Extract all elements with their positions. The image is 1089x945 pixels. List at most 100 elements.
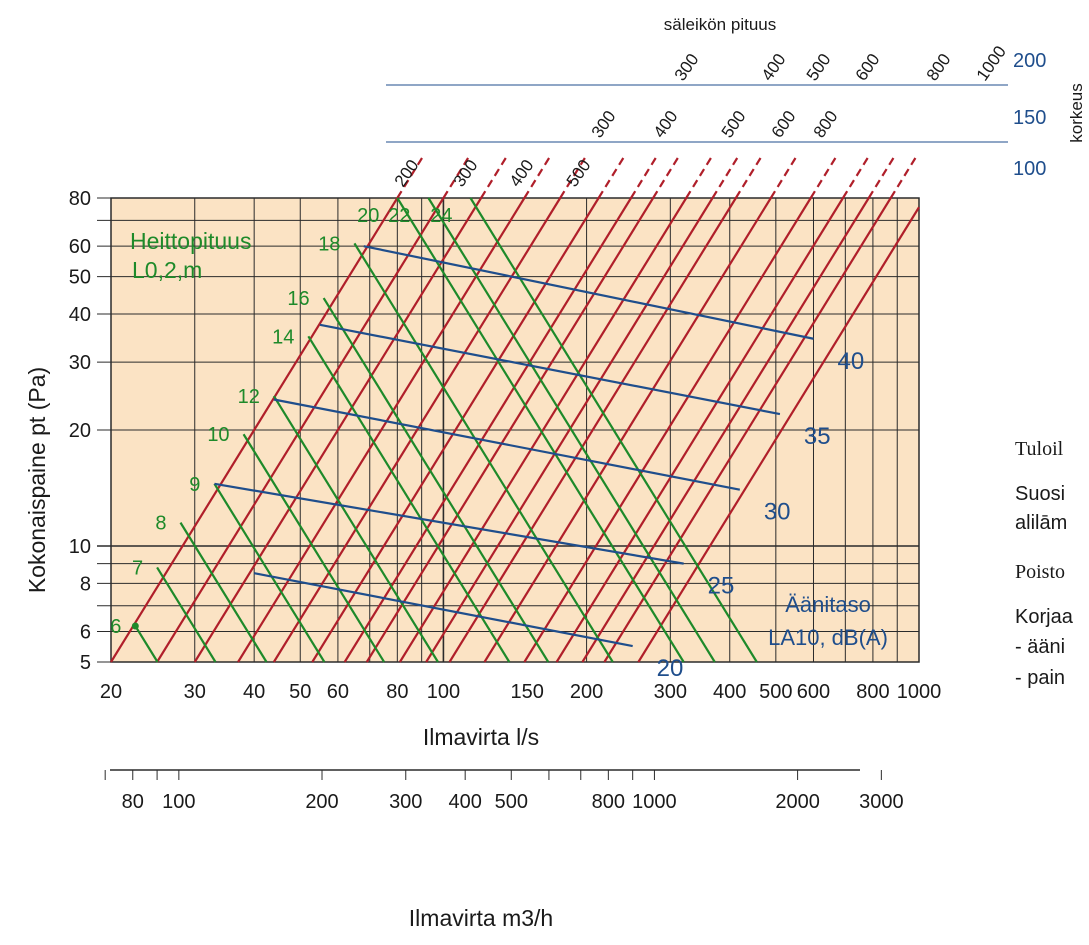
- duct-size-line: [110, 197, 399, 663]
- duct-size-extensions: [396, 154, 919, 199]
- duct-size-extension: [597, 154, 627, 199]
- throw-length-label: 22: [388, 205, 410, 227]
- throw-length-label: 9: [189, 474, 200, 496]
- throw-length-label: 14: [272, 326, 294, 348]
- y-tick-label: 30: [69, 352, 91, 374]
- duct-size-extension: [523, 154, 552, 199]
- y-tick-label: 6: [80, 621, 91, 643]
- throw-length-label: 18: [318, 233, 340, 255]
- x2-tick-label: 800: [592, 791, 625, 813]
- x2-tick-label: 1000: [632, 791, 677, 813]
- x-tick-label: 20: [100, 681, 122, 703]
- duct-size-extension: [559, 154, 588, 199]
- slat-length-label: 400: [758, 50, 790, 84]
- side-text-line-1: Tuloil: [1015, 438, 1064, 460]
- duct-size-line: [555, 197, 844, 663]
- throw-length-line: [396, 197, 685, 663]
- throw-length-line: [469, 197, 758, 663]
- duct-size-extension: [630, 154, 659, 199]
- grid: [97, 84, 1008, 780]
- throw-length-line: [307, 335, 511, 663]
- x2-tick-label: 500: [495, 791, 528, 813]
- sound-level-label: 35: [804, 423, 831, 450]
- duct-size-extension: [809, 154, 839, 199]
- duct-size-extension: [769, 154, 799, 199]
- height-title: korkeus: [1067, 83, 1086, 143]
- x-tick-label: 150: [510, 681, 543, 703]
- duct-size-extension: [685, 154, 714, 199]
- x-tick-label: 500: [759, 681, 792, 703]
- slat-length-label: 800: [923, 50, 955, 84]
- y-tick-label: 20: [69, 420, 91, 442]
- duct-size-line: [425, 197, 714, 663]
- throw-length-label: 16: [287, 288, 309, 310]
- throw-marker-dot: [131, 622, 139, 630]
- sound-level-lines: [214, 245, 814, 648]
- duct-size-extension: [442, 154, 471, 199]
- x2-tick-label: 400: [448, 791, 481, 813]
- throw-length-line: [134, 625, 159, 663]
- duct-size-extension: [480, 154, 509, 199]
- y-tick-label: 50: [69, 267, 91, 289]
- throw-length-label: 7: [132, 557, 143, 579]
- duct-size-line: [343, 197, 632, 663]
- slat-length-label: 800: [810, 107, 842, 141]
- x2-tick-label: 80: [122, 791, 144, 813]
- x-tick-label: 600: [797, 681, 830, 703]
- x2-tick-label: 3000: [859, 791, 904, 813]
- throw-length-label: 10: [207, 424, 229, 446]
- duct-size-line: [483, 197, 772, 663]
- height-label: 150: [1013, 107, 1046, 129]
- duct-size-line: [581, 197, 870, 663]
- duct-size-line: [193, 197, 483, 663]
- duct-size-line: [398, 197, 688, 663]
- x-tick-label: 800: [856, 681, 889, 703]
- y-tick-label: 5: [80, 652, 91, 674]
- duct-size-line: [365, 197, 655, 663]
- y-tick-label: 40: [69, 304, 91, 326]
- duct-size-extension: [734, 154, 764, 199]
- throw-length-line: [353, 242, 614, 663]
- sound-level-line: [363, 245, 814, 340]
- slat-length-label: 600: [768, 107, 800, 141]
- side-text-line-6: - ääni: [1015, 636, 1066, 658]
- throw-length-label: 12: [238, 386, 260, 408]
- throw-length-line: [322, 297, 550, 663]
- duct-size-extension: [652, 154, 681, 199]
- throw-length-line: [427, 197, 716, 663]
- duct-size-line: [637, 206, 920, 663]
- x-tick-label: 60: [327, 681, 349, 703]
- x-tick-label: 200: [570, 681, 603, 703]
- throw-length-line: [213, 483, 326, 663]
- sound-unit: LA10, dB(A): [768, 625, 888, 650]
- throw-length-label: 20: [357, 205, 379, 227]
- x-tick-label: 1000: [897, 681, 942, 703]
- slat-length-label: 300: [450, 156, 482, 190]
- x-tick-label: 100: [427, 681, 460, 703]
- throw-length-label: 24: [430, 205, 452, 227]
- y-tick-label: 10: [69, 536, 91, 558]
- throw-length-label: 6: [110, 616, 121, 638]
- duct-size-extension: [711, 154, 740, 199]
- sound-level-label: 30: [764, 499, 791, 526]
- side-text-line-3: alilām: [1015, 512, 1068, 534]
- sound-level-label: 40: [837, 348, 864, 375]
- sound-level-line: [253, 572, 633, 648]
- slat-length-label: 500: [803, 50, 835, 84]
- sound-level-label: 20: [657, 655, 684, 682]
- y-tick-label: 80: [69, 188, 91, 210]
- x2-tick-label: 2000: [775, 791, 820, 813]
- slat-length-label: 300: [588, 107, 620, 141]
- slat-length-label: 200: [391, 156, 423, 190]
- x-tick-label: 80: [386, 681, 408, 703]
- duct-size-line: [523, 197, 812, 663]
- side-text-line-2: Suosi: [1015, 483, 1066, 505]
- side-text-line-4: Poisto: [1015, 561, 1066, 583]
- y-tick-label: 60: [69, 236, 91, 258]
- x2-tick-label: 300: [389, 791, 422, 813]
- sound-level-line: [319, 323, 781, 416]
- x2-tick-label: 200: [305, 791, 338, 813]
- slat-length-label: 300: [671, 50, 703, 84]
- duct-size-line: [603, 197, 892, 663]
